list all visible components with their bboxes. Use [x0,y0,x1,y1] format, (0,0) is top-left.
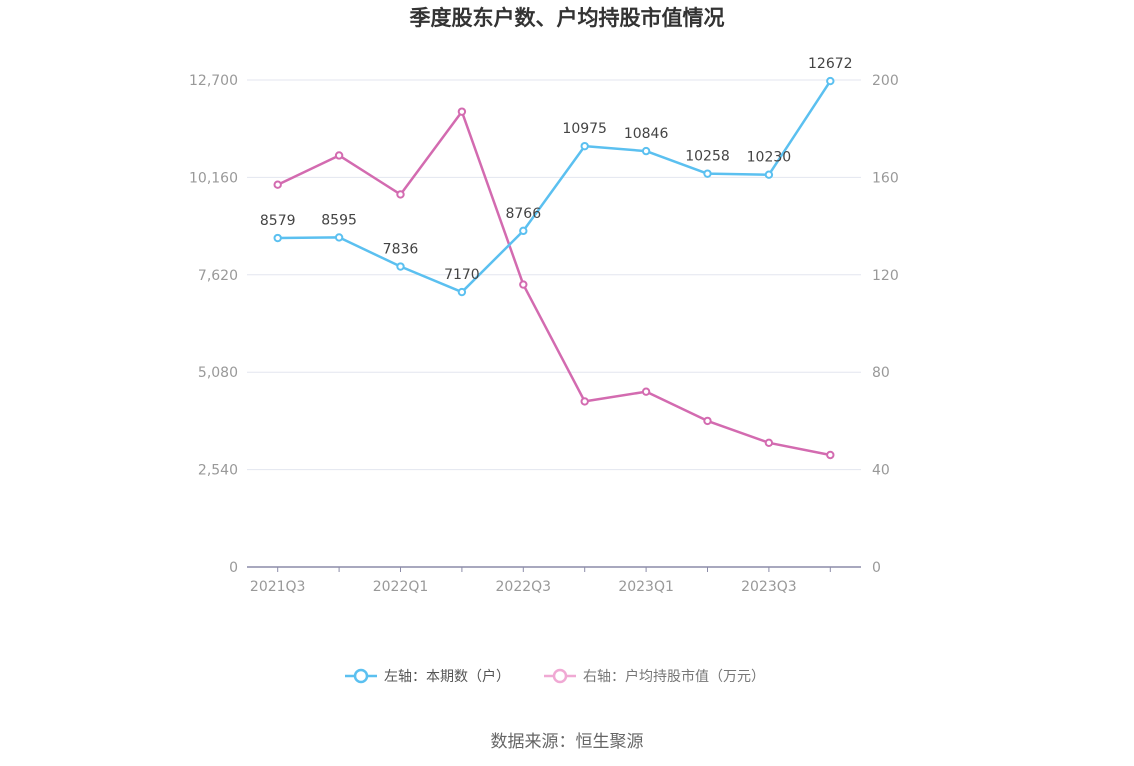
data-point[interactable] [641,146,651,156]
data-point[interactable] [703,169,712,178]
left-tick-label: 7,620 [198,268,238,284]
series-holders: 8579 8595 7836 7170 8766 10975 10846 10258 10230… [260,56,853,297]
data-point[interactable] [764,170,774,179]
legend[interactable]: 左轴：本期数（户） 右轴：户均持股市值（万元） [345,668,765,685]
x-tick-label: 2023Q3 [741,579,797,595]
series-layer: 8579 8595 7836 7170 8766 10975 10846 10258 10230… [260,56,853,460]
data-label: 10975 [562,121,607,137]
left-tick-label: 0 [229,560,238,576]
x-tick-label: 2021Q3 [250,579,306,595]
data-point[interactable] [703,416,712,426]
legend-label: 左轴：本期数（户） [384,668,510,685]
data-point[interactable] [641,387,651,396]
legend-marker-icon [552,668,568,684]
data-point[interactable] [334,151,344,160]
series-line [277,80,832,294]
right-axis: 0 40 80 120 160 200 [872,73,899,576]
x-axis: 2021Q3 2022Q1 2022Q3 2023Q1 2023Q3 [247,566,861,595]
x-tick-label: 2022Q3 [496,579,552,595]
source-text: 数据来源：恒生聚源 [491,732,644,752]
legend-label: 右轴：户均持股市值（万元） [583,668,765,685]
data-label: 8595 [321,212,357,228]
right-tick-label: 160 [872,170,899,186]
data-label: 10846 [624,126,669,142]
left-tick-label: 12,700 [189,73,238,89]
left-tick-label: 2,540 [198,463,238,479]
left-axis: 0 2,540 5,080 7,620 10,160 12,700 [189,73,238,576]
data-point[interactable] [764,438,774,448]
left-tick-label: 5,080 [198,365,238,381]
x-tick-label: 2023Q1 [618,579,674,595]
series-line [277,110,831,457]
data-point[interactable] [396,262,405,271]
left-tick-label: 10,160 [189,170,238,186]
x-tick-label: 2022Q1 [373,579,429,595]
legend-item[interactable]: 右轴：户均持股市值（万元） [544,668,765,685]
right-tick-label: 0 [872,560,881,576]
right-tick-label: 200 [872,73,899,89]
series-avg-value [273,107,835,460]
data-point[interactable] [334,233,344,242]
data-label: 10230 [747,150,792,166]
data-point[interactable] [519,280,528,289]
data-point[interactable] [580,397,589,406]
data-point[interactable] [826,450,835,460]
data-point[interactable] [273,180,282,189]
data-point[interactable] [457,107,467,116]
legend-marker-icon [353,668,369,684]
right-tick-label: 40 [872,463,890,479]
data-label: 8766 [505,206,541,222]
grid-lines [247,79,861,471]
data-label: 12672 [808,56,853,72]
data-label: 10258 [685,149,730,165]
data-point[interactable] [580,141,589,151]
right-tick-label: 80 [872,365,890,381]
data-label: 7836 [383,242,419,258]
right-tick-label: 120 [872,268,899,284]
chart-title: 季度股东户数、户均持股市值情况 [410,6,725,30]
data-point[interactable] [273,233,282,243]
data-label: 7170 [444,267,480,283]
data-point[interactable] [457,287,467,297]
data-point[interactable] [519,226,528,236]
data-label: 8579 [260,213,296,229]
legend-item[interactable]: 左轴：本期数（户） [345,668,510,685]
data-point[interactable] [826,76,835,86]
data-point[interactable] [396,190,405,199]
